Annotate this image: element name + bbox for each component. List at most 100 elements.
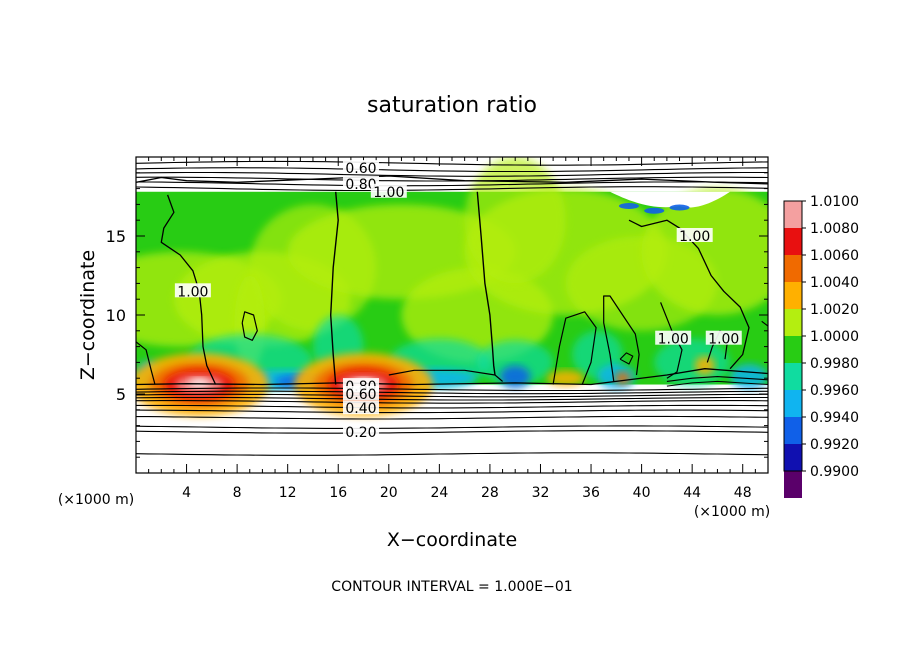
contour-1.00 bbox=[552, 311, 597, 385]
y-axis-title: Z−coordinate bbox=[77, 250, 99, 380]
x-tick-label: 24 bbox=[430, 485, 448, 501]
upper-contour bbox=[136, 171, 768, 177]
x-tick-label: 32 bbox=[532, 485, 550, 501]
contour-1.00 bbox=[241, 311, 258, 341]
contour-1.00 bbox=[619, 352, 634, 365]
contour-label-bg bbox=[342, 400, 379, 415]
colorbar-swatch bbox=[784, 336, 802, 363]
x-axis-title: X−coordinate bbox=[387, 529, 517, 551]
colorbar-label: 1.0020 bbox=[810, 302, 859, 318]
contour-label-bg bbox=[705, 330, 742, 345]
x-tick-label: 40 bbox=[633, 485, 651, 501]
contour-label: 0.40 bbox=[345, 401, 376, 417]
saturation-field bbox=[136, 157, 768, 417]
y-tick-label: 10 bbox=[106, 306, 126, 325]
lower-contour bbox=[136, 387, 768, 392]
clear-air-gap bbox=[610, 191, 731, 208]
cloud-base-contour bbox=[666, 376, 768, 382]
lower-contour bbox=[136, 390, 768, 395]
lower-contour bbox=[136, 404, 768, 409]
contour-label: 1.00 bbox=[679, 229, 710, 245]
upper-contour bbox=[136, 186, 768, 192]
dry-patch bbox=[730, 363, 768, 390]
lower-contour bbox=[136, 430, 768, 434]
moist-patch bbox=[546, 370, 585, 387]
colorbar-swatch bbox=[784, 201, 802, 228]
plot-area bbox=[136, 157, 768, 473]
upper-contour bbox=[136, 176, 768, 182]
contour-1.00 bbox=[476, 191, 496, 376]
x-tick-label: 12 bbox=[279, 485, 297, 501]
colorbar-swatch bbox=[784, 471, 802, 498]
cloud-base-contour bbox=[136, 368, 768, 386]
contour-label-bg bbox=[342, 175, 379, 190]
moist-patch bbox=[615, 371, 631, 385]
y-axis: 5 10 15 bbox=[106, 172, 768, 458]
lower-contour bbox=[136, 396, 768, 401]
lower-contour bbox=[136, 415, 768, 420]
contour-labels: 0.600.801.001.001.001.001.000.800.600.40… bbox=[174, 160, 742, 441]
x-unit-label: (×1000 m) bbox=[694, 504, 770, 520]
cloud-base-contour bbox=[666, 380, 768, 387]
colorbar-label: 0.9900 bbox=[810, 464, 859, 480]
contour-label: 0.60 bbox=[345, 161, 376, 177]
x-tick-label: 4 bbox=[182, 485, 191, 501]
contour-label: 0.20 bbox=[345, 425, 376, 441]
x-tick-label: 20 bbox=[380, 485, 398, 501]
colorbar-label: 1.0000 bbox=[810, 329, 859, 345]
contour-1.00 bbox=[330, 191, 339, 385]
lower-contour bbox=[136, 425, 768, 429]
contour-label-bg bbox=[174, 283, 211, 298]
x-tick-label: 48 bbox=[734, 485, 752, 501]
contour-label: 1.00 bbox=[658, 332, 689, 348]
colorbar-swatch bbox=[784, 282, 802, 309]
dry-spot bbox=[618, 202, 639, 209]
contour-label-bg bbox=[342, 423, 379, 438]
contour-1.00 bbox=[603, 295, 640, 382]
lower-contour bbox=[136, 409, 768, 414]
contour-1.00 bbox=[660, 302, 683, 379]
contour-1.00 bbox=[388, 369, 503, 382]
contour-0.80 bbox=[136, 175, 768, 185]
contour-1.00 bbox=[628, 219, 750, 370]
dry-patch bbox=[500, 365, 531, 388]
y-tick-label: 5 bbox=[116, 385, 126, 404]
subsaturated-patch bbox=[477, 340, 554, 385]
contour-label: 0.60 bbox=[345, 387, 376, 403]
x-tick-label: 8 bbox=[233, 485, 242, 501]
colorbar-label: 1.0100 bbox=[810, 194, 859, 210]
lower-contour bbox=[136, 393, 768, 398]
supersaturated-patch bbox=[641, 188, 768, 315]
chart-title: saturation ratio bbox=[367, 93, 537, 118]
contour-label: 1.00 bbox=[708, 332, 739, 348]
colorbar-label: 0.9960 bbox=[810, 383, 859, 399]
upper-contour bbox=[136, 167, 768, 173]
lower-contour bbox=[136, 400, 768, 404]
y-tick-label: 15 bbox=[106, 227, 126, 246]
colorbar-swatch bbox=[784, 255, 802, 282]
contour-1.00 bbox=[136, 341, 156, 385]
contour-label-bg bbox=[655, 330, 692, 345]
colorbar-label: 1.0060 bbox=[810, 248, 859, 264]
plume-core bbox=[189, 378, 210, 388]
contour-label-bg bbox=[342, 386, 379, 400]
colorbar-label: 0.9980 bbox=[810, 356, 859, 372]
x-tick-label: 16 bbox=[329, 485, 347, 501]
colorbar: 1.0100 1.0080 1.0060 1.0040 1.0020 1.0000 0.99… bbox=[783, 194, 859, 498]
colorbar-label: 1.0040 bbox=[810, 275, 859, 291]
colorbar-swatch bbox=[784, 390, 802, 417]
colorbar-label: 0.9940 bbox=[810, 410, 859, 426]
moist-patch bbox=[694, 356, 715, 376]
contour-label: 0.80 bbox=[345, 177, 376, 193]
colorbar-swatch bbox=[784, 228, 802, 255]
x-tick-label: 36 bbox=[582, 485, 600, 501]
contour-label-bg bbox=[342, 160, 379, 175]
y-unit-label: (×1000 m) bbox=[58, 492, 134, 508]
colorbar-swatch bbox=[784, 363, 802, 390]
colorbar-label: 0.9920 bbox=[810, 437, 859, 453]
x-tick-label: 28 bbox=[481, 485, 499, 501]
colorbar-label: 1.0080 bbox=[810, 221, 859, 237]
colorbar-swatch bbox=[784, 309, 802, 336]
contour-1.00 bbox=[160, 194, 217, 385]
